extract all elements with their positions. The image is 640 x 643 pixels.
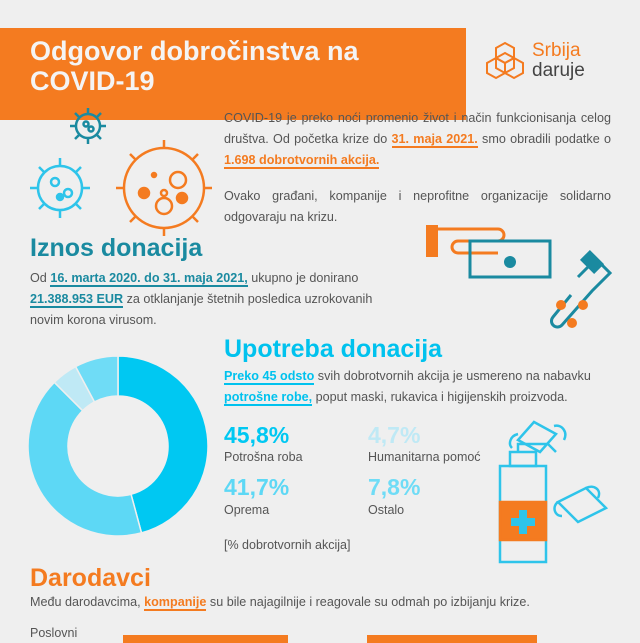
iznos-text: Od bbox=[30, 271, 51, 285]
stat-value-humanitarna: 4,7% bbox=[368, 422, 421, 448]
stat-value-oprema: 41,7% bbox=[224, 474, 290, 500]
intro-paragraph-1: COVID-19 je preko noći promenio život i … bbox=[224, 108, 611, 171]
logo: Srbija daruje bbox=[484, 40, 585, 82]
donut-segment-0 bbox=[117, 356, 208, 534]
unit-note: [% dobrotvornih akcija] bbox=[224, 538, 351, 552]
intro-paragraph-2: Ovako građani, kompanije i neprofitne or… bbox=[224, 189, 611, 224]
intro-count-highlight: 1.698 dobrotvornih akcija. bbox=[224, 153, 380, 169]
darodavci-heading: Darodavci bbox=[30, 564, 151, 592]
darodavci-bar-2 bbox=[367, 635, 537, 643]
stat-label-humanitarna: Humanitarna pomoć bbox=[368, 450, 481, 464]
logo-text-top: Srbija bbox=[532, 40, 581, 61]
upotreba-text: svih dobrotvornih akcija je usmereno na … bbox=[314, 369, 591, 383]
darodavci-row-label: Poslovni bbox=[30, 626, 78, 640]
upotreba-text-2: poput maski, rukavica i higijenskih proi… bbox=[312, 390, 568, 404]
page-title: Odgovor dobročinstva na COVID-19 bbox=[30, 36, 359, 96]
donut-segment-1 bbox=[28, 381, 143, 536]
title-banner bbox=[0, 28, 466, 120]
donation-hands-icon bbox=[426, 225, 613, 329]
logo-text-bottom: daruje bbox=[532, 60, 585, 81]
title-line-2: COVID-19 bbox=[30, 66, 155, 96]
upotreba-highlight-2: potrošne robe, bbox=[224, 390, 313, 406]
darodavci-paragraph: Među darodavcima, kompanije su bile naja… bbox=[30, 592, 630, 613]
iznos-text-2: ukupno je donirano bbox=[247, 271, 359, 285]
iznos-text-3: za otklanjanje štetnih posledica uzrokov… bbox=[30, 292, 373, 327]
virus-illustration-icon bbox=[30, 108, 212, 236]
iznos-dates-highlight: 16. marta 2020. do 31. maja 2021, bbox=[50, 271, 248, 287]
stat-label-ostalo: Ostalo bbox=[368, 503, 405, 517]
donut-chart bbox=[28, 356, 208, 536]
stat-label-oprema: Oprema bbox=[224, 503, 270, 517]
iznos-heading: Iznos donacija bbox=[30, 234, 203, 262]
stat-value-potrosna: 45,8% bbox=[224, 422, 290, 448]
darodavci-bar-1 bbox=[123, 635, 288, 643]
iznos-amount-highlight: 21.388.953 EUR bbox=[30, 292, 124, 308]
darodavci-highlight: kompanije bbox=[144, 595, 207, 611]
darodavci-text-2: su bile najagilnije i reagovale su odmah… bbox=[206, 595, 530, 609]
title-line-1: Odgovor dobročinstva na bbox=[30, 36, 359, 66]
darodavci-text: Među darodavcima, bbox=[30, 595, 145, 609]
intro-text: COVID-19 je preko noći promenio život i … bbox=[224, 111, 611, 146]
iznos-paragraph: Od 16. marta 2020. do 31. maja 2021, uku… bbox=[30, 268, 400, 331]
donut-segment-3 bbox=[74, 356, 119, 403]
intro-text-2: smo obradili podatke o bbox=[477, 132, 611, 146]
stat-value-ostalo: 7,8% bbox=[368, 474, 421, 500]
upotreba-heading: Upotreba donacija bbox=[224, 335, 443, 363]
hexagon-logo-icon bbox=[486, 41, 524, 80]
upotreba-highlight-1: Preko 45 odsto bbox=[224, 369, 315, 385]
stat-label-potrosna: Potrošna roba bbox=[224, 450, 303, 464]
intro-date-highlight: 31. maja 2021. bbox=[391, 132, 478, 148]
upotreba-paragraph: Preko 45 odsto svih dobrotvornih akcija … bbox=[224, 366, 624, 408]
sanitizer-and-masks-icon bbox=[498, 420, 609, 564]
